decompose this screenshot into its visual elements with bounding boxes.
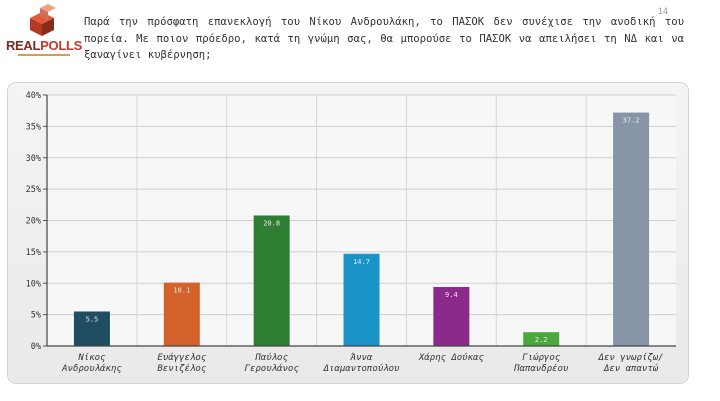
y-tick-label: 20% [26,217,41,227]
bars: 5.5 10.1 20.8 14.7 9.4 2.2 37.2 [73,112,650,346]
bar [73,311,110,346]
bar-data-label: 10.1 [173,287,190,295]
logo-wordmark: REALPOLLS [4,38,84,53]
bar-data-label: 9.4 [445,291,458,299]
y-tick-label: 15% [26,248,41,258]
x-category-label: Γιώργος [522,352,561,363]
survey-question: Παρά την πρόσφατη επανεκλογή του Νίκου Α… [84,16,684,61]
page-number: 14 [657,6,668,16]
x-category-label: Διαμαντοπούλου [323,364,400,374]
realpolls-logo: REALPOLLS [4,4,82,64]
bar-data-label: 5.5 [86,315,99,323]
bar [523,332,560,346]
x-category-label: Χάρης Δούκας [418,353,485,363]
logo-polls-text: POLLS [40,38,83,53]
x-category-label: Δεν απαντώ [603,363,659,374]
y-tick-label: 35% [26,122,41,132]
bar-data-label: 20.8 [263,219,280,227]
x-category-label: Βενιζέλος [157,363,206,374]
bar-data-label: 37.2 [623,117,640,125]
x-category-label: Ευάγγελος [157,353,206,363]
bar [433,287,470,346]
logo-underline [18,54,70,56]
y-tick-label: 40% [26,91,41,101]
logo-cubes-icon [30,4,56,36]
bar-data-label: 2.2 [535,336,548,344]
bar-data-label: 14.7 [353,258,370,266]
bar [253,215,290,346]
x-category-label: Γερουλάνος [245,364,300,374]
y-tick-label: 0% [31,342,41,352]
y-tick-label: 10% [26,279,41,289]
x-category-label: Παύλος [254,353,288,363]
x-category-label: Δεν γνωρίζω/ [598,353,664,363]
bar [613,112,650,346]
y-tick-label: 25% [26,185,41,195]
y-tick-label: 5% [31,311,41,321]
y-tick-label: 30% [26,154,41,164]
y-axis-ticks: 0% 5% 10% 15% 20% 25% 30% 35% 40% [26,91,47,352]
bar [163,282,200,346]
x-category-label: Νίκος [77,353,106,363]
x-category-label: Άννα [350,353,373,363]
logo-real-text: REAL [5,38,41,53]
x-category-label: Ανδρουλάκης [61,364,122,374]
bar [343,253,380,346]
x-category-label: Παπανδρέου [513,363,569,374]
